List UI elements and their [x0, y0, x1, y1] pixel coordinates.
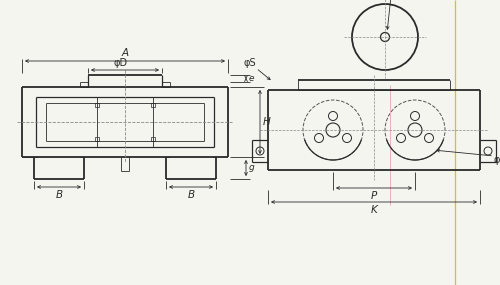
Text: K: K — [370, 205, 378, 215]
Bar — [95, 137, 99, 141]
Text: H: H — [263, 117, 271, 127]
Text: B: B — [56, 190, 62, 200]
Text: φd: φd — [494, 155, 500, 165]
Bar — [95, 103, 99, 107]
Text: φD: φD — [114, 58, 128, 68]
Bar — [151, 137, 155, 141]
Text: P: P — [371, 191, 377, 201]
Text: A: A — [122, 48, 128, 58]
Text: B: B — [188, 190, 194, 200]
Bar — [151, 103, 155, 107]
Text: e: e — [249, 74, 254, 83]
Text: φS: φS — [244, 58, 256, 68]
Text: g: g — [249, 164, 255, 172]
